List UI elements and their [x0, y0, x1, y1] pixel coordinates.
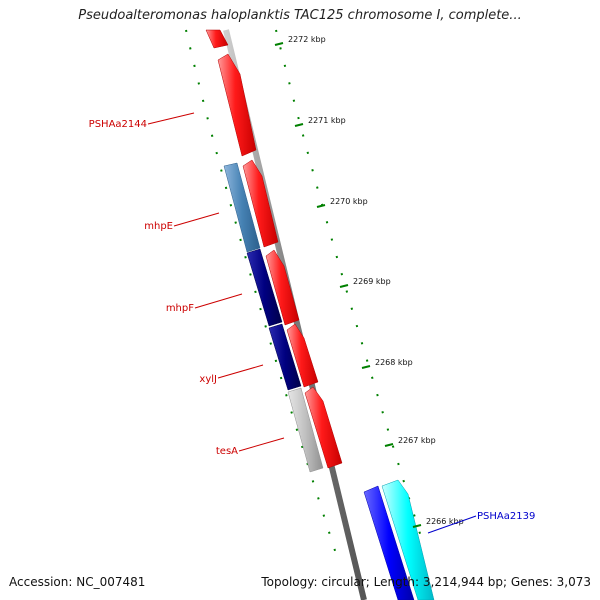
gene-arrow-forward[interactable]	[286, 323, 319, 388]
tick-mark	[361, 365, 371, 369]
tick-marks: 2272 kbp 2271 kbp 2270 kbp 2269 kbp 2268 kbp…	[274, 35, 464, 528]
gene-label[interactable]: mhpE	[144, 221, 173, 232]
tick-label: 2266 kbp	[426, 517, 464, 526]
gene-leader-line	[173, 212, 220, 227]
gene-leader-line	[238, 437, 285, 452]
tick-label: 2272 kbp	[288, 35, 326, 44]
gene-block-reverse[interactable]	[268, 323, 302, 391]
gene-arrow-forward[interactable]	[265, 249, 300, 326]
gene-label[interactable]: PSHAa2144	[89, 119, 147, 130]
outer-dotted-track	[275, 29, 423, 541]
gene-block-reverse[interactable]	[246, 248, 283, 327]
genome-info-text: Topology: circular; Length: 3,214,944 bp…	[261, 575, 591, 589]
tick-label: 2271 kbp	[308, 116, 346, 125]
tick-label: 2267 kbp	[398, 436, 436, 445]
tick-mark	[316, 204, 326, 208]
gene-leader-line	[147, 112, 195, 125]
tick-mark	[294, 123, 304, 127]
gene-labels: PSHAa2144 mhpE mhpF xylJ tesA PSHAa2139	[89, 112, 535, 534]
gene-label[interactable]: tesA	[216, 446, 238, 457]
gene-leader-line	[194, 293, 243, 309]
gene-arrow-forward[interactable]	[242, 159, 279, 248]
tick-mark	[274, 42, 284, 46]
gene-label[interactable]: PSHAa2139	[477, 511, 535, 522]
gene-label[interactable]: mhpF	[166, 303, 194, 314]
gene-arrow-forward[interactable]	[205, 29, 229, 49]
gene-arrow-forward[interactable]	[304, 386, 343, 469]
tick-label: 2269 kbp	[353, 277, 391, 286]
gene-leader-line	[217, 364, 264, 379]
tick-mark	[412, 524, 422, 528]
map-title: Pseudoalteromonas haloplanktis TAC125 ch…	[78, 8, 522, 23]
gene-arrow-forward[interactable]	[381, 479, 435, 600]
tick-label: 2270 kbp	[330, 197, 368, 206]
gene-label[interactable]: xylJ	[199, 374, 217, 385]
accession-text: Accession: NC_007481	[9, 575, 146, 589]
gene-block-reverse[interactable]	[287, 387, 324, 473]
gene-arrow-forward[interactable]	[217, 53, 257, 157]
tick-label: 2268 kbp	[375, 358, 413, 367]
gene-block-reverse[interactable]	[223, 162, 261, 253]
tick-mark	[384, 443, 394, 447]
gene-block-reverse[interactable]	[363, 485, 415, 600]
gene-leader-line	[427, 515, 477, 534]
tick-mark	[339, 284, 349, 288]
